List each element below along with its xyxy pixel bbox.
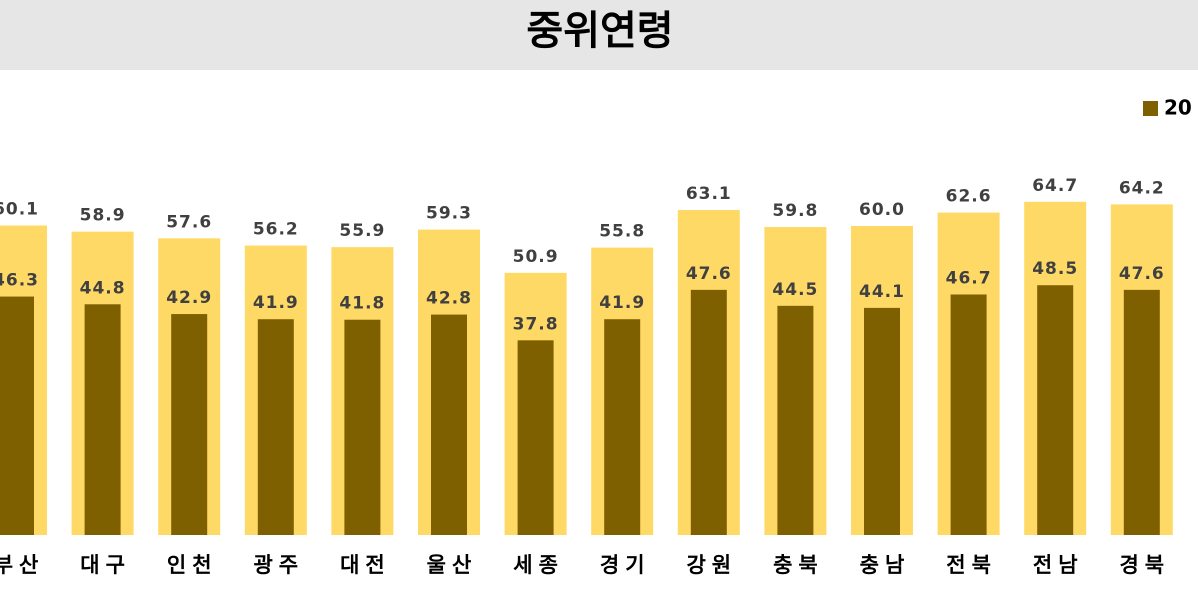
value-label: 64.2 [1119, 178, 1165, 198]
bar [257, 319, 294, 535]
value-label: 59.8 [772, 201, 818, 221]
x-tick-label: 충남 [860, 553, 911, 577]
value-label: 44.8 [80, 278, 126, 298]
value-label: 55.8 [599, 222, 645, 242]
value-label: 58.9 [80, 206, 126, 226]
x-tick-label: 전북 [946, 553, 997, 577]
x-tick-label: 대구 [80, 553, 131, 577]
x-tick-label: 광주 [253, 553, 304, 577]
x-tick-label: 울산 [427, 553, 478, 577]
value-label: 41.9 [599, 293, 645, 313]
value-label: 63.1 [686, 184, 732, 204]
x-tick-label: 세종 [513, 553, 564, 577]
value-label: 60.0 [859, 200, 905, 220]
bar [84, 304, 121, 535]
title-bar [0, 0, 1198, 70]
bar [777, 305, 814, 535]
value-label: 62.6 [946, 187, 992, 207]
value-label: 44.1 [859, 282, 905, 302]
value-label: 55.9 [339, 221, 385, 241]
bar [344, 319, 381, 535]
value-label: 48.5 [1032, 259, 1078, 279]
bar [604, 319, 641, 535]
bar [431, 314, 467, 535]
bar [517, 340, 554, 535]
value-label: 42.9 [166, 288, 212, 308]
legend-label: 20 [1164, 96, 1192, 120]
value-label: 64.7 [1032, 176, 1078, 196]
bar [690, 289, 727, 535]
value-label: 47.6 [1119, 264, 1165, 284]
x-tick-label: 경북 [1119, 553, 1170, 577]
value-label: 37.8 [513, 314, 559, 334]
x-tick-label: 부산 [0, 553, 44, 577]
bar [171, 314, 208, 535]
value-label: 56.2 [253, 220, 299, 240]
value-label: 41.9 [253, 293, 299, 313]
chart-title: 중위연령 [526, 8, 673, 54]
value-label: 44.5 [772, 280, 818, 300]
value-label: 42.8 [426, 289, 472, 309]
x-tick-label: 경기 [600, 553, 651, 577]
value-label: 46.7 [946, 268, 992, 288]
value-label: 60.1 [0, 199, 39, 219]
x-tick-label: 인천 [167, 553, 218, 577]
x-tick-label: 강원 [686, 553, 737, 577]
bar [950, 294, 987, 535]
value-label: 50.9 [513, 247, 559, 267]
bar [1123, 289, 1160, 535]
value-label: 59.3 [426, 204, 472, 224]
bar [1037, 285, 1074, 535]
value-label: 41.8 [339, 294, 385, 314]
x-tick-label: 대전 [340, 553, 391, 577]
legend-swatch [1143, 101, 1158, 116]
x-tick-label: 전남 [1033, 553, 1084, 577]
x-tick-label: 충북 [773, 553, 824, 577]
bar [864, 307, 900, 535]
bar [0, 296, 34, 535]
value-label: 47.6 [686, 264, 732, 284]
value-label: 57.6 [166, 212, 212, 232]
value-label: 46.3 [0, 271, 39, 291]
